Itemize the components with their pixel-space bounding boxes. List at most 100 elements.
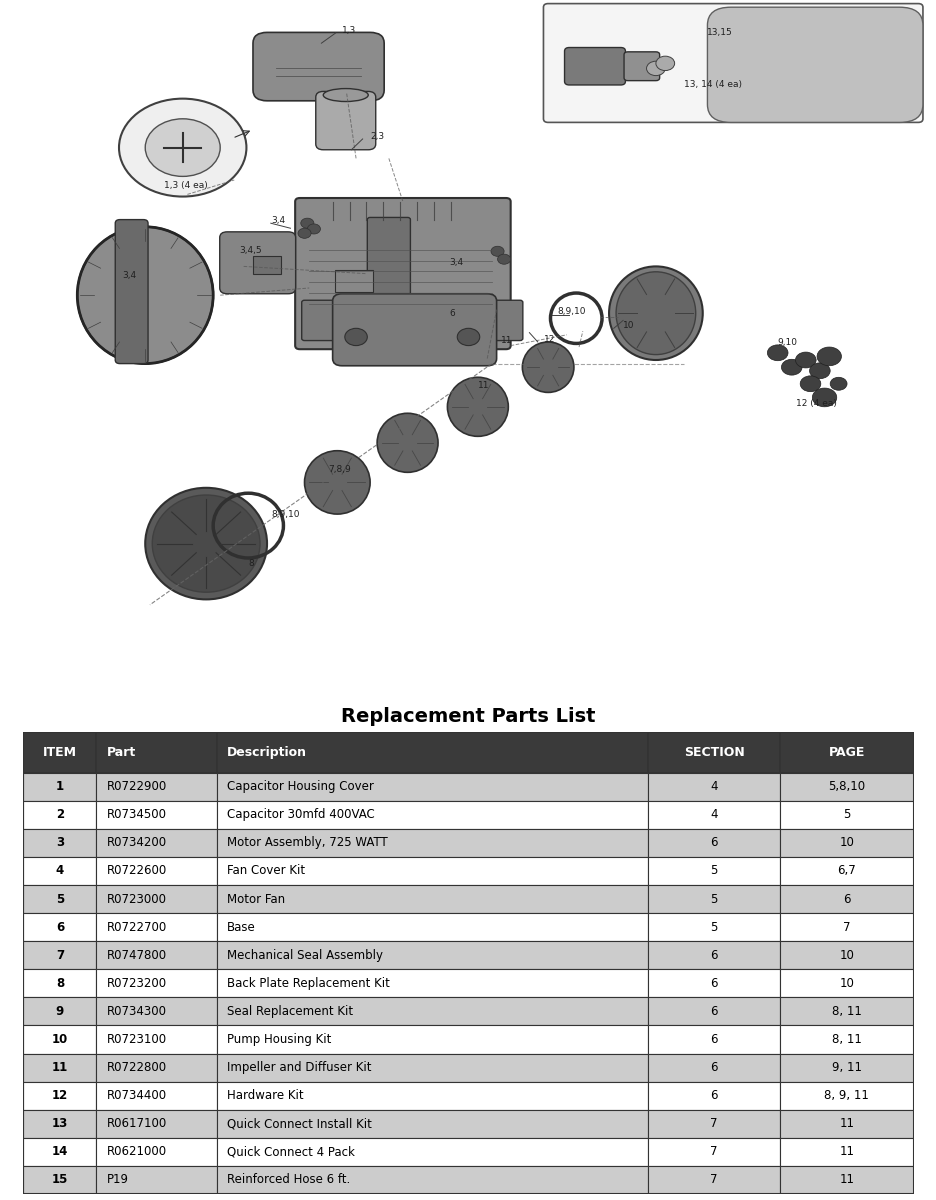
Bar bbox=[96, 1138, 216, 1166]
Text: 6: 6 bbox=[56, 920, 64, 934]
Text: 8,9,10: 8,9,10 bbox=[557, 307, 585, 317]
Bar bbox=[648, 997, 779, 1026]
Text: Reinforced Hose 6 ft.: Reinforced Hose 6 ft. bbox=[227, 1174, 350, 1187]
Bar bbox=[648, 941, 779, 970]
Bar bbox=[96, 732, 216, 773]
Text: 10: 10 bbox=[622, 320, 634, 330]
Bar bbox=[648, 773, 779, 800]
Bar bbox=[779, 913, 913, 941]
Bar bbox=[648, 1081, 779, 1110]
Text: 11: 11 bbox=[51, 1061, 68, 1074]
Text: Pump Housing Kit: Pump Housing Kit bbox=[227, 1033, 331, 1046]
Text: 6: 6 bbox=[709, 1090, 717, 1102]
Bar bbox=[23, 773, 96, 800]
Text: 10: 10 bbox=[839, 977, 854, 990]
Bar bbox=[648, 800, 779, 829]
Circle shape bbox=[307, 224, 320, 234]
Text: 3,4: 3,4 bbox=[449, 258, 463, 266]
FancyBboxPatch shape bbox=[219, 232, 296, 294]
Bar bbox=[216, 800, 648, 829]
Text: 3,4,5: 3,4,5 bbox=[239, 246, 261, 256]
FancyBboxPatch shape bbox=[332, 294, 496, 366]
Text: R0734400: R0734400 bbox=[107, 1090, 167, 1102]
Bar bbox=[216, 1110, 648, 1138]
Text: 8,9,10: 8,9,10 bbox=[271, 510, 300, 520]
Ellipse shape bbox=[615, 272, 695, 355]
Bar bbox=[779, 886, 913, 913]
Text: 9: 9 bbox=[56, 1004, 64, 1018]
Text: 5: 5 bbox=[709, 864, 717, 877]
Bar bbox=[779, 1166, 913, 1194]
FancyBboxPatch shape bbox=[301, 300, 522, 341]
Text: 4: 4 bbox=[56, 864, 64, 877]
Text: 3: 3 bbox=[56, 836, 64, 850]
Text: 9,10: 9,10 bbox=[777, 337, 797, 347]
Text: 6: 6 bbox=[709, 1061, 717, 1074]
Bar bbox=[648, 970, 779, 997]
Circle shape bbox=[344, 329, 367, 346]
Bar bbox=[96, 773, 216, 800]
Bar bbox=[648, 1166, 779, 1194]
Bar bbox=[23, 886, 96, 913]
Ellipse shape bbox=[608, 266, 702, 360]
Bar bbox=[96, 1054, 216, 1081]
Circle shape bbox=[795, 352, 815, 368]
Bar bbox=[216, 1026, 648, 1054]
Text: Capacitor Housing Cover: Capacitor Housing Cover bbox=[227, 780, 373, 793]
Text: 11: 11 bbox=[839, 1174, 854, 1187]
Bar bbox=[216, 997, 648, 1026]
Text: 13,15: 13,15 bbox=[707, 28, 732, 37]
Bar bbox=[96, 886, 216, 913]
Circle shape bbox=[655, 56, 674, 71]
Text: 12: 12 bbox=[51, 1090, 68, 1102]
Circle shape bbox=[813, 390, 834, 406]
Text: 7: 7 bbox=[709, 1174, 717, 1187]
Text: R0723100: R0723100 bbox=[107, 1033, 167, 1046]
Text: 6: 6 bbox=[709, 836, 717, 850]
Text: 8: 8 bbox=[56, 977, 64, 990]
Bar bbox=[96, 1166, 216, 1194]
Bar bbox=[216, 1081, 648, 1110]
Ellipse shape bbox=[145, 487, 267, 599]
Circle shape bbox=[797, 374, 822, 394]
Text: Part: Part bbox=[107, 746, 137, 758]
Text: 5,8,10: 5,8,10 bbox=[827, 780, 865, 793]
Bar bbox=[648, 857, 779, 886]
Bar bbox=[96, 857, 216, 886]
Text: R0722600: R0722600 bbox=[107, 864, 168, 877]
Text: R0722700: R0722700 bbox=[107, 920, 168, 934]
Text: Base: Base bbox=[227, 920, 256, 934]
Text: 1,3: 1,3 bbox=[342, 25, 356, 35]
Text: 14: 14 bbox=[51, 1145, 68, 1158]
Bar bbox=[23, 1054, 96, 1081]
Bar bbox=[23, 941, 96, 970]
FancyBboxPatch shape bbox=[315, 91, 375, 150]
Bar bbox=[216, 886, 648, 913]
Text: 11: 11 bbox=[501, 336, 512, 346]
Text: 12: 12 bbox=[543, 335, 554, 344]
Text: 13, 14 (4 ea): 13, 14 (4 ea) bbox=[683, 80, 741, 90]
Circle shape bbox=[829, 377, 846, 390]
FancyBboxPatch shape bbox=[115, 220, 148, 364]
FancyBboxPatch shape bbox=[253, 32, 384, 101]
Text: R0621000: R0621000 bbox=[107, 1145, 167, 1158]
Text: 2: 2 bbox=[56, 809, 64, 821]
Circle shape bbox=[767, 344, 787, 361]
Text: 9, 11: 9, 11 bbox=[831, 1061, 861, 1074]
Bar bbox=[96, 1026, 216, 1054]
Bar bbox=[23, 800, 96, 829]
Text: 2,3: 2,3 bbox=[370, 132, 384, 142]
Bar bbox=[779, 997, 913, 1026]
Bar bbox=[23, 1110, 96, 1138]
Text: Seal Replacement Kit: Seal Replacement Kit bbox=[227, 1004, 353, 1018]
Bar bbox=[216, 829, 648, 857]
Text: 6: 6 bbox=[449, 308, 455, 318]
Text: 11: 11 bbox=[839, 1145, 854, 1158]
Bar bbox=[253, 256, 281, 274]
Ellipse shape bbox=[77, 227, 212, 364]
Text: 8: 8 bbox=[248, 558, 254, 568]
Text: 3,4: 3,4 bbox=[122, 271, 136, 281]
Circle shape bbox=[300, 218, 314, 228]
Ellipse shape bbox=[304, 451, 370, 514]
Bar bbox=[96, 1110, 216, 1138]
